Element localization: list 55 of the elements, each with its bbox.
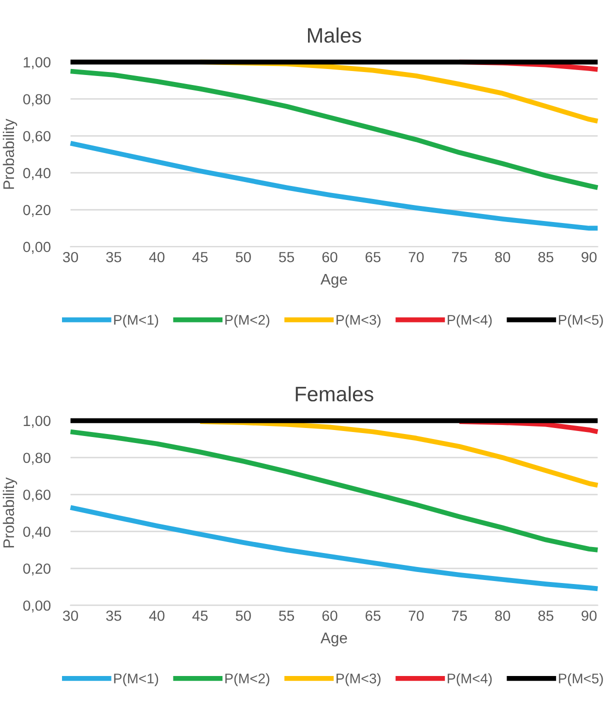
y-axis-title: Probability: [2, 477, 18, 548]
y-tick-label: 0,00: [23, 600, 50, 612]
chart-title: Females: [296, 386, 374, 402]
x-tick-label: 30: [62, 252, 78, 262]
legend-label: P(M<1): [114, 314, 158, 328]
x-tick-label: 80: [495, 252, 510, 262]
x-tick-label: 90: [582, 610, 597, 621]
y-axis-title: Probability: [2, 118, 18, 189]
x-tick-label: 45: [192, 252, 208, 262]
chart-title: Males: [308, 27, 362, 43]
x-tick-label: 85: [538, 252, 554, 262]
legend-label: P(M<3): [336, 673, 380, 686]
legend-label: P(M<5): [558, 673, 603, 686]
legend-label: P(M<3): [336, 314, 380, 328]
y-tick-label: 0,20: [23, 564, 50, 576]
y-tick-label: 0,40: [23, 168, 50, 180]
legend-label: P(M<1): [114, 673, 158, 686]
y-tick-label: 0,40: [23, 526, 50, 539]
x-tick-label: 75: [452, 610, 467, 621]
x-axis-title: Age: [320, 274, 347, 288]
x-tick-label: 40: [149, 252, 164, 262]
x-tick-label: 35: [106, 252, 122, 262]
x-tick-label: 30: [62, 610, 78, 621]
y-tick-label: 0,00: [23, 242, 50, 254]
x-tick-label: 60: [322, 252, 338, 262]
y-tick-label: 0,80: [23, 452, 50, 465]
legend-label: P(M<5): [558, 314, 603, 328]
x-tick-label: 35: [106, 610, 122, 621]
y-tick-label: 0,60: [23, 131, 50, 144]
y-tick-label: 0,80: [23, 94, 50, 106]
x-tick-label: 55: [279, 252, 294, 262]
x-tick-label: 50: [236, 610, 251, 621]
x-tick-label: 50: [236, 252, 251, 262]
y-tick-label: 1,00: [24, 57, 50, 70]
y-tick-label: 1,00: [24, 416, 50, 428]
x-tick-label: 40: [149, 610, 164, 621]
x-tick-label: 75: [452, 252, 467, 262]
x-tick-label: 55: [279, 610, 294, 621]
x-axis-title: Age: [320, 632, 347, 646]
x-tick-label: 45: [192, 610, 208, 621]
legend-label: P(M<2): [225, 673, 270, 686]
legend-label: P(M<4): [448, 673, 492, 686]
x-tick-label: 90: [582, 252, 597, 262]
x-tick-label: 85: [538, 610, 554, 621]
x-tick-label: 60: [322, 610, 338, 621]
y-tick-label: 0,20: [23, 204, 50, 217]
x-tick-label: 70: [408, 610, 424, 621]
legend-label: P(M<4): [448, 314, 492, 328]
y-tick-label: 0,60: [23, 490, 50, 502]
x-tick-label: 70: [408, 252, 424, 262]
x-tick-label: 65: [366, 252, 380, 262]
legend-label: P(M<2): [225, 314, 270, 328]
x-tick-label: 65: [366, 610, 380, 621]
x-tick-label: 80: [495, 610, 510, 621]
line-series: [68, 68, 600, 190]
